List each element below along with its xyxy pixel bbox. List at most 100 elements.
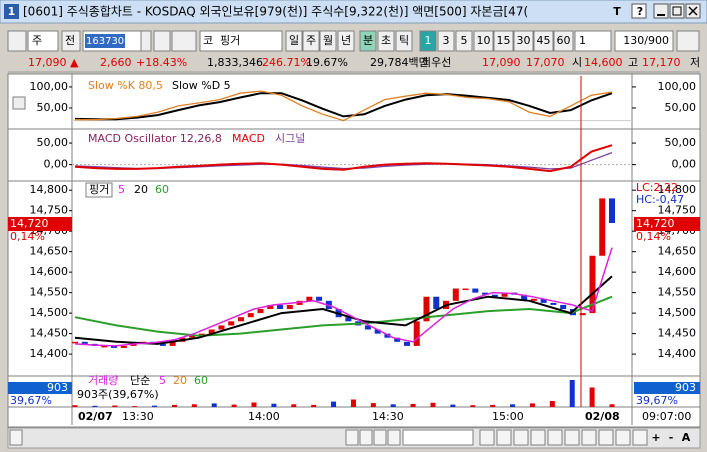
volume-bar — [609, 404, 615, 407]
menu-button[interactable] — [7, 30, 27, 52]
tool-t[interactable]: T — [613, 5, 621, 18]
period-combo[interactable] — [27, 30, 59, 52]
period-button[interactable] — [359, 30, 377, 52]
y-tick-label: 14,600 — [30, 265, 69, 278]
volume-bar — [589, 387, 595, 407]
tool-icon[interactable] — [632, 429, 648, 446]
tool-button[interactable] — [631, 3, 647, 19]
time-label: 15:00 — [492, 410, 524, 423]
period-button[interactable] — [319, 30, 337, 52]
interval-button[interactable] — [437, 30, 455, 52]
candle — [413, 321, 420, 346]
candle — [247, 313, 254, 318]
volume-bar — [450, 404, 456, 407]
candle — [228, 321, 235, 326]
ma20-line — [74, 275, 613, 345]
candle — [101, 345, 108, 348]
candle — [120, 345, 127, 348]
tool-icon[interactable] — [598, 429, 614, 446]
period-label: 분 — [363, 34, 373, 47]
candle — [159, 343, 166, 346]
interval-button[interactable] — [513, 30, 534, 52]
period-button[interactable] — [337, 30, 355, 52]
nav-button[interactable] — [387, 429, 401, 446]
tool-icon[interactable] — [615, 429, 631, 446]
volume-bar — [470, 405, 476, 407]
ma5-line — [74, 247, 613, 347]
volume-ma-legend: 5 — [159, 374, 166, 387]
tool-help[interactable]: ? — [637, 5, 643, 18]
nav-button[interactable] — [373, 429, 387, 446]
setting-button[interactable] — [676, 30, 700, 52]
interval-button[interactable] — [553, 30, 574, 52]
y-tick-label: 100,00 — [30, 80, 69, 93]
nav-button[interactable] — [345, 429, 359, 446]
volume-bar — [92, 405, 98, 407]
y-tick-label: 14,500 — [30, 306, 69, 319]
count-box[interactable] — [574, 30, 612, 52]
tool-icon[interactable] — [547, 429, 563, 446]
candle — [403, 341, 410, 346]
y-tick-label-right: 14,750 — [658, 204, 697, 217]
tool-icon[interactable] — [496, 429, 512, 446]
period-button[interactable] — [395, 30, 413, 52]
nav-button[interactable] — [359, 429, 373, 446]
lc-label: LC:2,22 — [636, 181, 678, 194]
candle — [472, 288, 479, 293]
candle — [501, 292, 508, 297]
volume-bar — [549, 401, 555, 407]
period-button[interactable] — [302, 30, 320, 52]
zoom-button: + — [651, 431, 660, 444]
interval-button[interactable] — [419, 30, 437, 52]
interval-button[interactable] — [493, 30, 514, 52]
volume-rate: 39,67% — [636, 394, 678, 407]
hc-label: HC:-0,47 — [636, 193, 684, 206]
prev-button[interactable] — [61, 30, 81, 52]
y-tick-label: 50,00 — [37, 136, 69, 149]
quote-amount: 29,784백만 — [370, 56, 429, 69]
candle — [599, 198, 606, 256]
period-label: 초 — [381, 34, 391, 47]
quote-open-label: 시 — [572, 56, 582, 69]
interval-label: 30 — [517, 34, 531, 47]
volume-ma-legend: 60 — [194, 374, 208, 387]
volume-label: 거래량 — [88, 374, 118, 387]
time-label: 02/08 — [585, 410, 620, 423]
candle — [72, 341, 78, 344]
candle — [394, 337, 401, 342]
period-button[interactable] — [377, 30, 395, 52]
candle — [277, 304, 284, 310]
title-bar — [0, 0, 707, 24]
volume-bar — [231, 404, 237, 407]
scroll-left[interactable] — [9, 429, 23, 446]
tool-icon[interactable] — [581, 429, 597, 446]
interval-button[interactable] — [473, 30, 494, 52]
macd-line — [74, 144, 613, 173]
settings-icon[interactable] — [12, 96, 26, 110]
tool-icon[interactable] — [513, 429, 529, 446]
sound-button[interactable] — [171, 30, 197, 52]
interval-button[interactable] — [533, 30, 554, 52]
interval-button[interactable] — [455, 30, 473, 52]
tool-icon[interactable] — [479, 429, 495, 446]
volume-rate: 39,67% — [10, 394, 52, 407]
candle — [540, 298, 547, 303]
scroll-track[interactable] — [402, 429, 474, 446]
candle — [589, 255, 596, 314]
tool-icon[interactable] — [530, 429, 546, 446]
candle — [579, 313, 586, 316]
candle — [306, 296, 313, 301]
volume-bar — [271, 403, 277, 407]
y-tick-label: 50,00 — [37, 101, 69, 114]
period-button[interactable] — [285, 30, 303, 52]
quote-bid: 17,070 — [526, 56, 565, 69]
range-box[interactable] — [614, 30, 674, 52]
search-button[interactable] — [153, 30, 171, 52]
price-name-box — [85, 182, 113, 198]
quote-open: 14,600 — [584, 56, 623, 69]
tool-icon[interactable] — [564, 429, 580, 446]
maximize-button[interactable] — [669, 3, 685, 19]
volume-bar — [410, 404, 416, 407]
y-tick-label-right: 14,550 — [658, 286, 697, 299]
code-dropdown[interactable] — [140, 30, 152, 52]
